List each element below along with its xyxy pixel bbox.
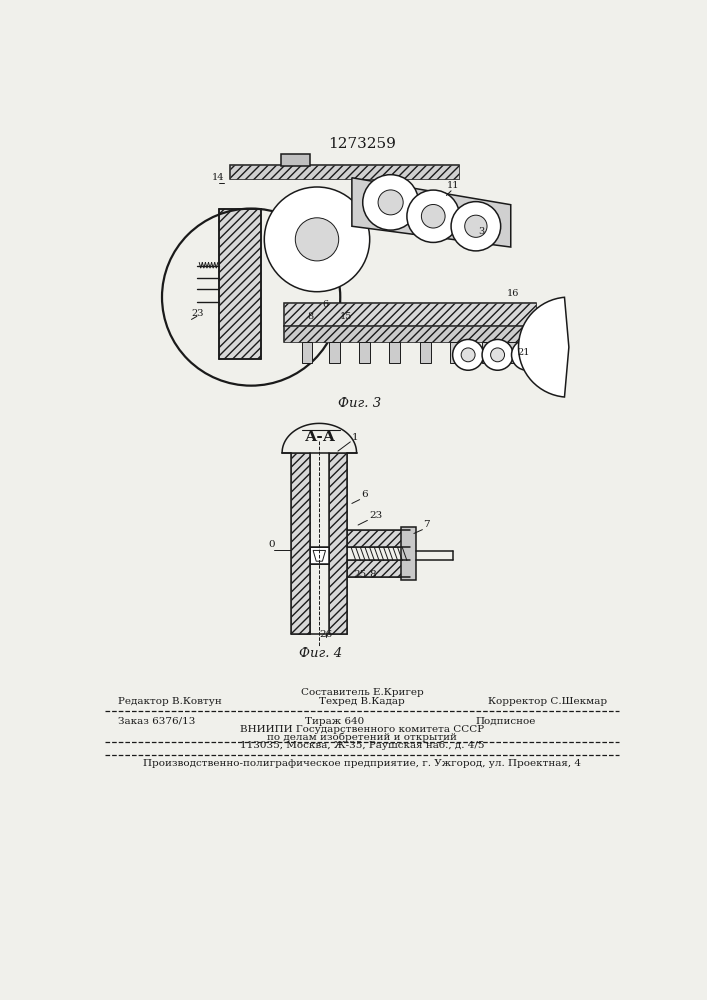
Circle shape <box>461 348 475 362</box>
Bar <box>347 560 410 577</box>
Bar <box>284 326 537 342</box>
Bar <box>230 165 459 179</box>
Text: 8: 8 <box>369 570 375 579</box>
Text: Производственно-полиграфическое предприятие, г. Ужгород, ул. Проектная, 4: Производственно-полиграфическое предприя… <box>143 759 581 768</box>
Text: 21: 21 <box>517 348 530 357</box>
Bar <box>284 303 537 326</box>
Polygon shape <box>352 178 510 247</box>
Circle shape <box>407 190 460 242</box>
Text: 3: 3 <box>478 227 484 236</box>
Circle shape <box>482 339 513 370</box>
Text: Техред В.Кадар: Техред В.Кадар <box>319 698 405 706</box>
Bar <box>284 303 537 326</box>
Bar <box>347 530 410 547</box>
Circle shape <box>451 202 501 251</box>
Text: 8: 8 <box>307 312 313 321</box>
Text: 14: 14 <box>211 173 224 182</box>
Text: 1273259: 1273259 <box>328 137 396 151</box>
Bar <box>329 453 347 634</box>
Text: 25: 25 <box>354 570 367 579</box>
Text: А-А: А-А <box>305 430 337 444</box>
Text: 11: 11 <box>446 181 459 190</box>
Bar <box>482 342 493 363</box>
Bar <box>420 342 431 363</box>
Circle shape <box>512 339 542 370</box>
Text: Фиг. 3: Фиг. 3 <box>338 397 381 410</box>
Bar <box>508 342 518 363</box>
Text: 6: 6 <box>361 490 368 499</box>
Bar <box>359 342 370 363</box>
Circle shape <box>452 339 484 370</box>
Bar <box>450 342 461 363</box>
Bar <box>329 342 340 363</box>
Circle shape <box>491 348 505 362</box>
Text: 15: 15 <box>340 312 353 321</box>
Bar <box>281 154 310 166</box>
Bar <box>284 326 537 342</box>
Text: Заказ 6376/13: Заказ 6376/13 <box>118 717 195 726</box>
Bar <box>401 527 416 580</box>
Circle shape <box>296 218 339 261</box>
Bar <box>291 453 310 634</box>
Polygon shape <box>313 550 325 561</box>
Text: Фиг. 4: Фиг. 4 <box>299 647 342 660</box>
Text: Тираж 640: Тираж 640 <box>305 717 365 726</box>
Text: 16: 16 <box>507 289 519 298</box>
Bar <box>301 342 312 363</box>
Circle shape <box>378 190 403 215</box>
Circle shape <box>520 348 534 362</box>
Circle shape <box>264 187 370 292</box>
Text: Редактор В.Ковтун: Редактор В.Ковтун <box>118 698 221 706</box>
Text: 7: 7 <box>423 520 430 529</box>
Bar <box>389 342 400 363</box>
Wedge shape <box>518 297 569 397</box>
Text: Подписное: Подписное <box>476 717 536 726</box>
Text: 26: 26 <box>320 630 332 639</box>
Bar <box>218 209 261 359</box>
Circle shape <box>363 175 419 230</box>
Text: 23: 23 <box>369 511 382 520</box>
Text: Корректор С.Шекмар: Корректор С.Шекмар <box>488 698 607 706</box>
Circle shape <box>421 204 445 228</box>
Text: Составитель Е.Кригер: Составитель Е.Кригер <box>300 688 423 697</box>
Text: ВНИИПИ Государственного комитета СССР: ВНИИПИ Государственного комитета СССР <box>240 725 484 734</box>
Text: по делам изобретений и открытий: по делам изобретений и открытий <box>267 733 457 742</box>
Circle shape <box>464 215 487 237</box>
Bar <box>230 165 459 179</box>
Text: 1: 1 <box>352 433 358 442</box>
Bar <box>310 547 329 564</box>
Text: 113035, Москва, Ж-35, Раушская наб., д. 4/5: 113035, Москва, Ж-35, Раушская наб., д. … <box>240 741 484 750</box>
Text: 0: 0 <box>268 540 275 549</box>
Text: 23: 23 <box>192 309 204 318</box>
Text: 6: 6 <box>322 300 329 309</box>
